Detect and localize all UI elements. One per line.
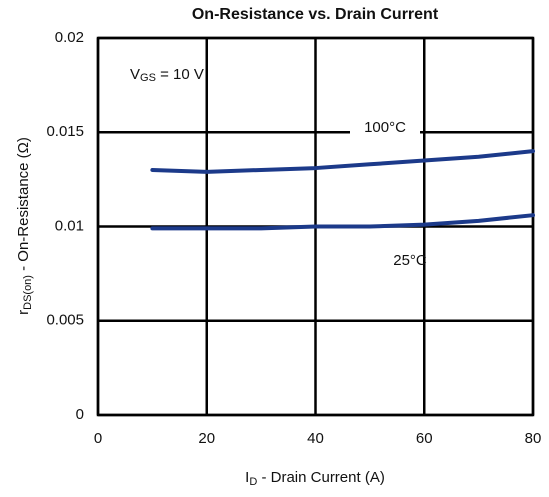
label-background <box>350 117 420 139</box>
x-tick-label: 0 <box>94 430 102 447</box>
y-axis-label: rDS(on) - On-Resistance (Ω) <box>15 137 34 315</box>
y-tick-label: 0.02 <box>55 29 84 46</box>
series-line <box>150 149 535 174</box>
y-label-rest: - On-Resistance (Ω) <box>15 137 32 275</box>
x-tick-label: 60 <box>416 430 433 447</box>
x-label-sub: D <box>249 476 257 488</box>
x-tick-label: 80 <box>525 430 542 447</box>
annotation-main: V <box>130 66 140 83</box>
x-tick-label: 40 <box>307 430 324 447</box>
chart-title: On-Resistance vs. Drain Current <box>192 6 439 23</box>
y-label-main: r <box>15 310 32 315</box>
y-tick-label: 0.015 <box>46 123 84 140</box>
y-label-sub: DS(on) <box>22 275 34 310</box>
x-label-rest: - Drain Current (A) <box>257 469 385 486</box>
x-label-main: I <box>245 469 249 486</box>
series-line <box>150 213 535 231</box>
y-tick-label: 0.01 <box>55 217 84 234</box>
y-tick-label: 0 <box>76 406 84 423</box>
plot-border <box>96 36 535 417</box>
annotation-sub: GS <box>140 72 156 84</box>
series-label: 100°C <box>364 119 406 136</box>
x-axis-label: ID - Drain Current (A) <box>245 469 385 488</box>
annotation-rest: = 10 V <box>156 66 204 83</box>
x-tick-label: 20 <box>198 430 215 447</box>
y-tick-label: 0.005 <box>46 312 84 329</box>
series-label: 25°C <box>393 252 427 269</box>
annotation: VGS = 10 V <box>130 66 204 84</box>
